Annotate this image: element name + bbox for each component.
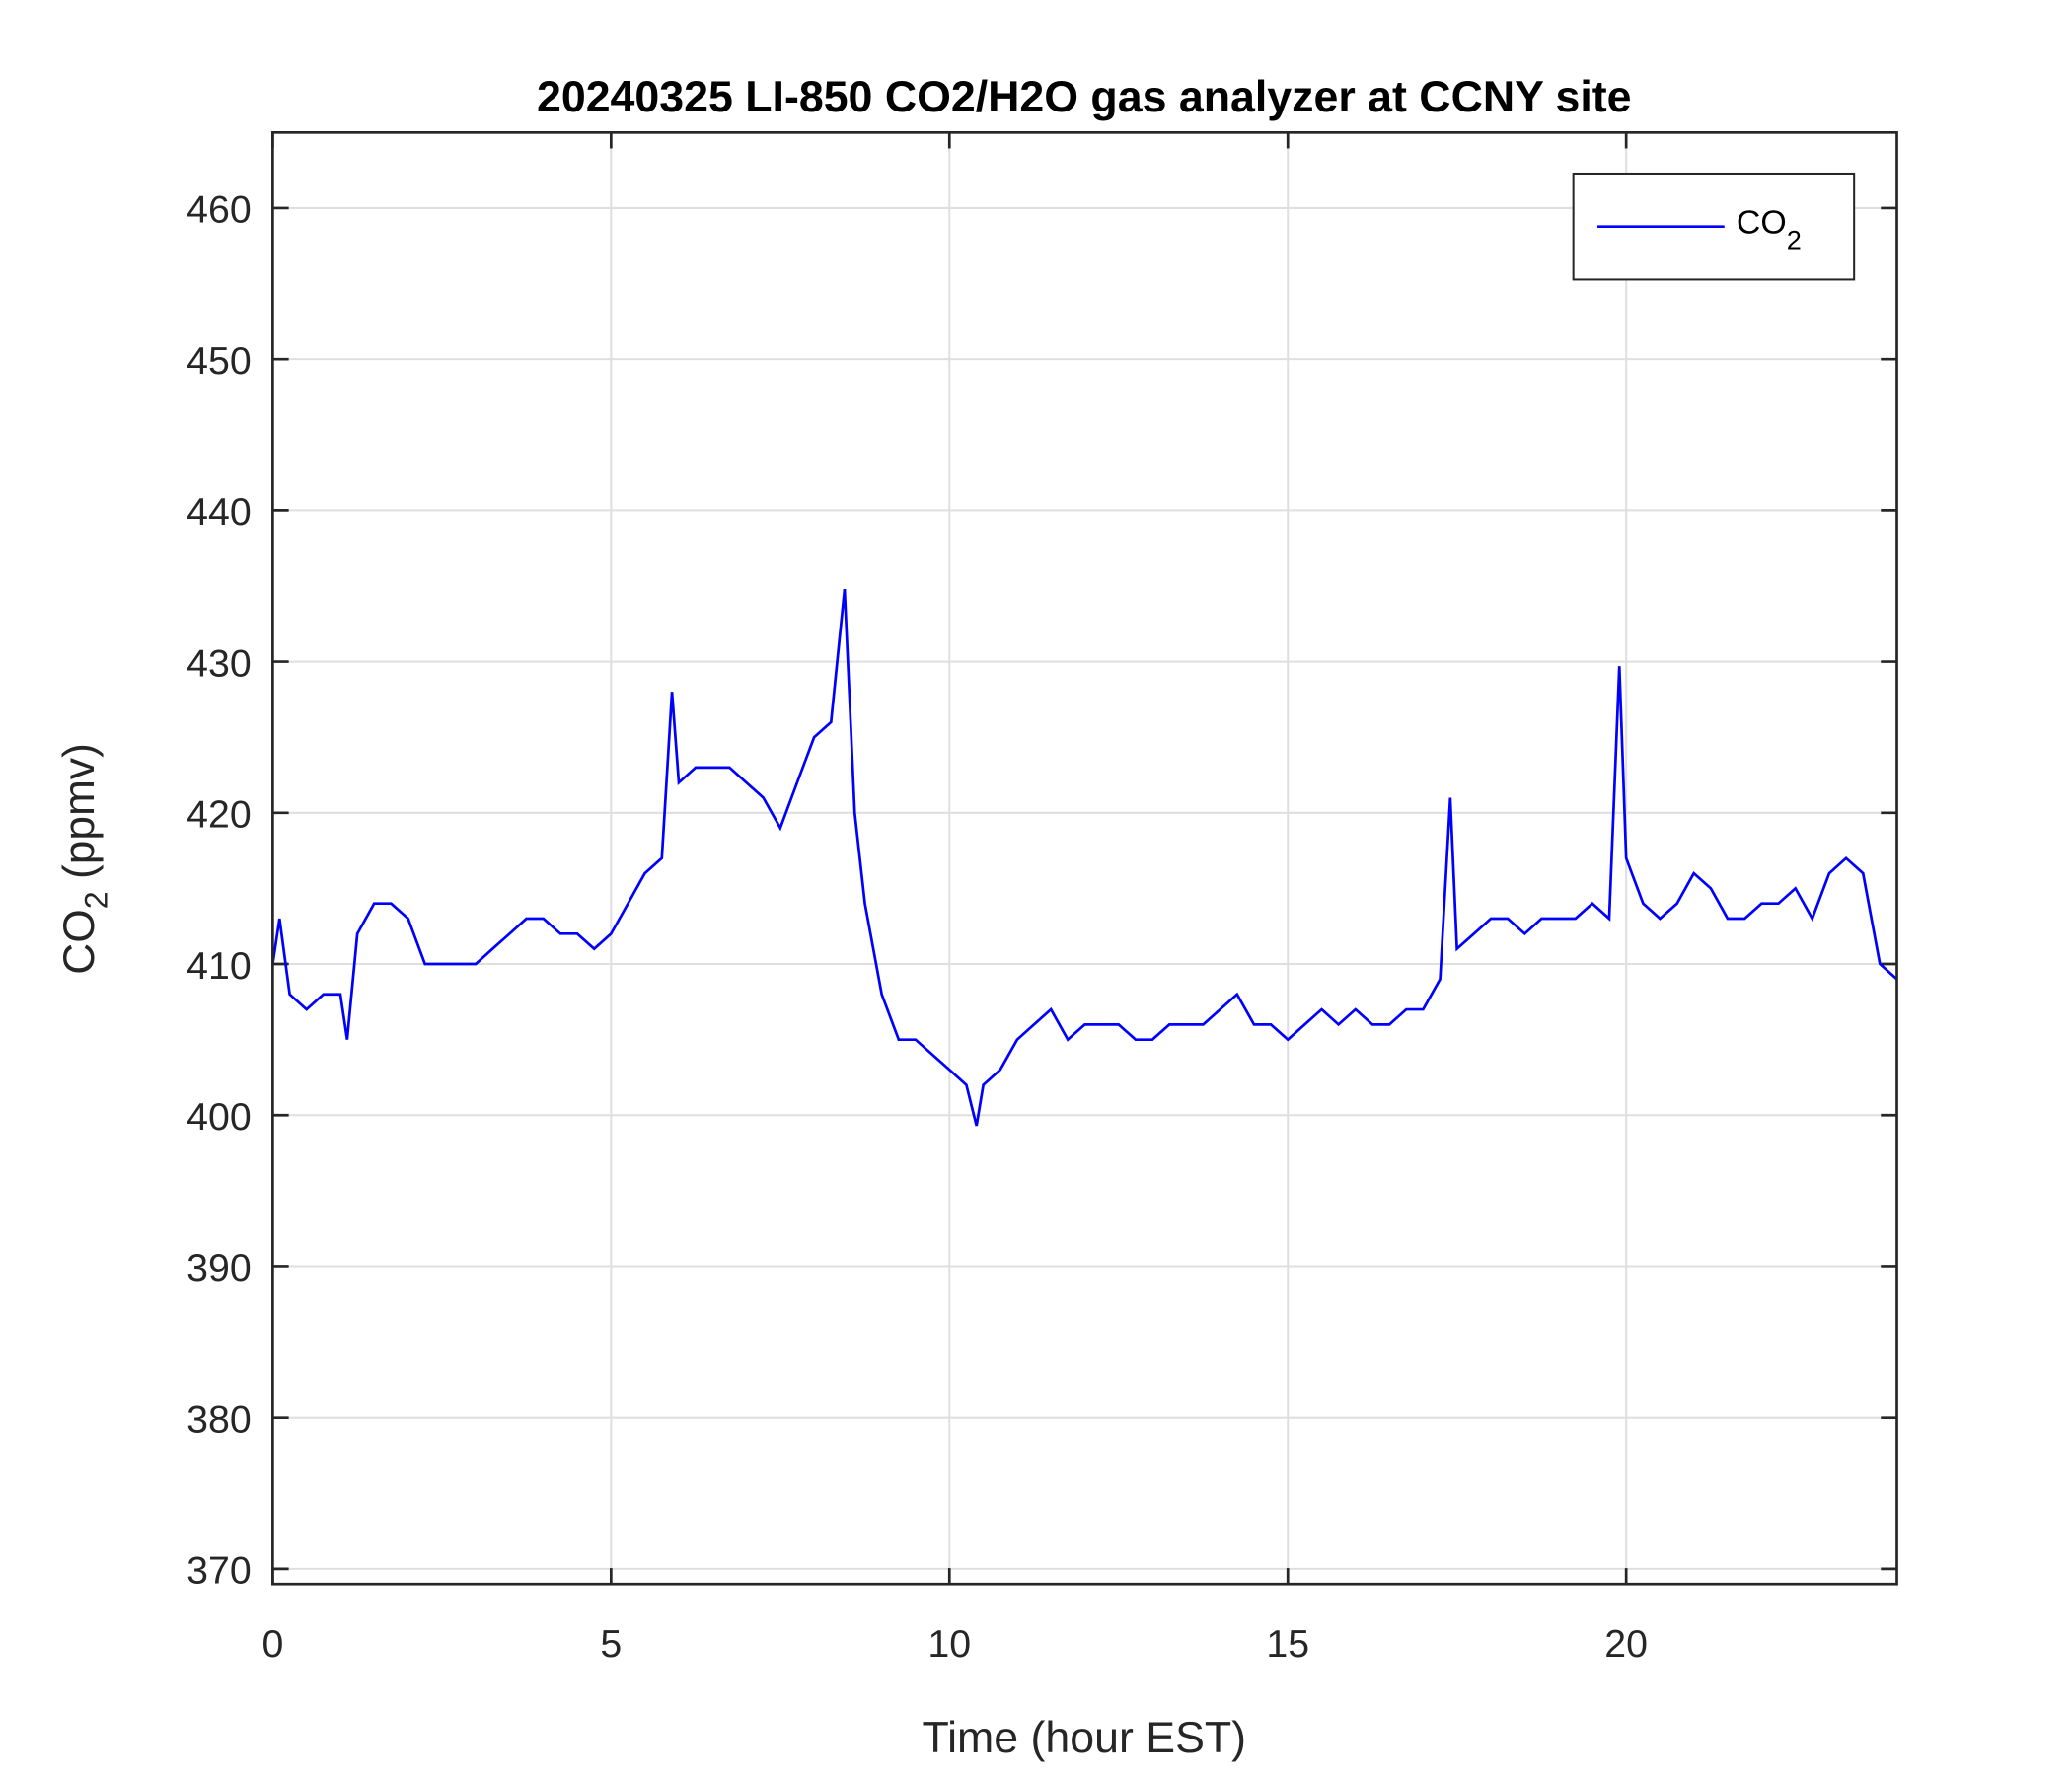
y-tick-label: 370 (186, 1550, 252, 1592)
y-axis-label: CO2 (ppmv) (55, 743, 114, 975)
y-tick-label: 400 (186, 1096, 252, 1139)
x-axis-label: Time (hour EST) (922, 1714, 1246, 1762)
y-tick-label: 440 (186, 491, 252, 534)
y-tick-label: 430 (186, 643, 252, 686)
chart-title: 20240325 LI-850 CO2/H2O gas analyzer at … (537, 73, 1632, 121)
x-tick-label: 0 (261, 1623, 283, 1665)
y-tick-label: 380 (186, 1399, 252, 1442)
plot-area (272, 132, 1897, 1585)
x-tick-label: 15 (1266, 1623, 1309, 1665)
x-tick-label: 5 (600, 1623, 622, 1665)
y-tick-label: 410 (186, 945, 252, 988)
axes-box (271, 130, 1898, 1586)
y-tick-label: 390 (186, 1247, 252, 1290)
legend-entry-co2: CO2 (1737, 204, 1802, 256)
legend: CO2 (1572, 172, 1856, 281)
x-tick-label: 20 (1604, 1623, 1648, 1665)
co2-series-line (271, 588, 1898, 1127)
y-tick-label: 420 (186, 794, 252, 837)
axis-ticks: 0 5 10 15 20 370 380 390 400 410 420 430 440 450 460 (186, 132, 1897, 1665)
y-tick-label: 460 (186, 189, 252, 232)
x-tick-label: 10 (927, 1623, 971, 1665)
y-tick-label: 450 (186, 340, 252, 383)
